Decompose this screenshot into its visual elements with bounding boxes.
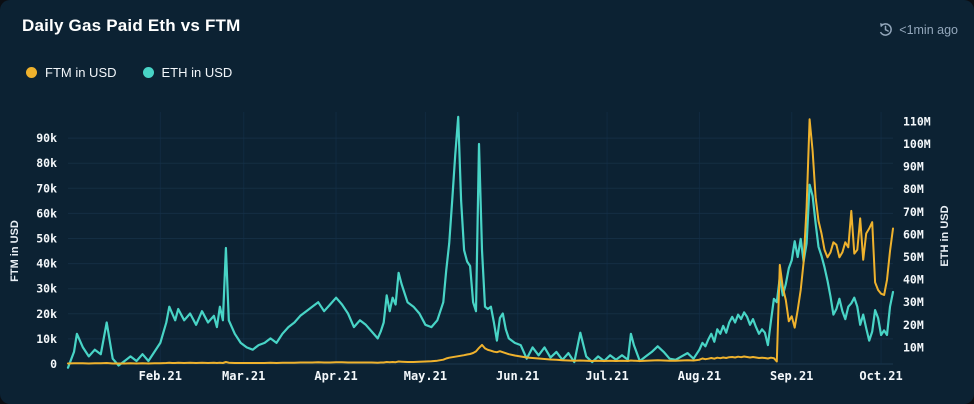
y-right-tick: 110M (903, 114, 931, 128)
x-axis-tick: Oct.21 (859, 369, 902, 383)
chart-title: Daily Gas Paid Eth vs FTM (22, 16, 241, 35)
chart-legend: FTM in USD ETH in USD (26, 65, 232, 80)
y-left-tick: 10k (36, 332, 57, 346)
legend-item-eth[interactable]: ETH in USD (142, 65, 233, 80)
last-updated-text: <1min ago (899, 22, 958, 37)
x-axis-tick: Apr.21 (314, 369, 357, 383)
x-axis-tick: Mar.21 (222, 369, 265, 383)
y-left-tick: 80k (36, 156, 57, 170)
refresh-clock-icon (879, 23, 893, 36)
legend-label-eth: ETH in USD (161, 65, 233, 80)
y-left-tick: 60k (36, 206, 57, 220)
y-left-tick: 50k (36, 232, 57, 246)
x-axis-tick: Aug.21 (678, 369, 721, 383)
x-axis-tick: Sep.21 (770, 369, 813, 383)
x-axis-tick: May.21 (404, 369, 447, 383)
y-right-tick: 60M (903, 227, 924, 241)
y-left-tick: 40k (36, 257, 57, 271)
ftm-series-line[interactable] (67, 118, 894, 365)
y-left-tick: 70k (36, 181, 57, 195)
ftm-legend-dot-icon (26, 67, 37, 78)
last-updated: <1min ago (878, 22, 958, 37)
y-right-axis-title: ETH in USD (939, 205, 951, 266)
y-left-axis-title: FTM in USD (9, 220, 21, 282)
y-right-tick: 100M (903, 137, 931, 151)
legend-label-ftm: FTM in USD (45, 65, 117, 80)
eth-series-line[interactable] (66, 115, 895, 369)
y-left-tick: 30k (36, 282, 57, 296)
y-right-tick: 50M (903, 250, 924, 264)
x-axis-tick: Jun.21 (496, 369, 539, 383)
y-right-tick: 70M (903, 205, 924, 219)
y-right-tick: 40M (903, 273, 924, 287)
y-right-tick: 10M (903, 340, 924, 354)
y-right-tick: 30M (903, 295, 924, 309)
x-axis-tick: Feb.21 (139, 369, 182, 383)
x-axis-tick: Jul.21 (585, 369, 628, 383)
y-right-tick: 90M (903, 160, 924, 174)
y-left-tick: 0 (50, 357, 57, 371)
y-right-tick: 80M (903, 182, 924, 196)
y-left-tick: 20k (36, 307, 57, 321)
y-left-tick: 90k (36, 131, 57, 145)
y-right-tick: 20M (903, 318, 924, 332)
eth-legend-dot-icon (142, 67, 154, 78)
legend-item-ftm[interactable]: FTM in USD (26, 65, 117, 80)
